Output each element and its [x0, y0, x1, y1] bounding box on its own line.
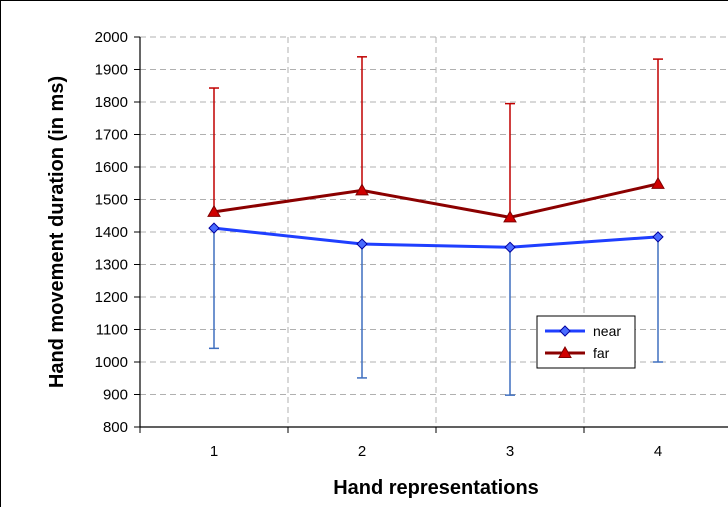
data-point-far	[207, 204, 221, 217]
y-tick-label: 1700	[95, 127, 128, 144]
x-tick-label: 3	[506, 443, 514, 460]
x-tick-label: 1	[210, 443, 218, 460]
legend-box	[536, 315, 636, 369]
legend-swatch-marker	[558, 345, 572, 358]
data-point-far	[355, 183, 369, 196]
legend-label: near	[593, 323, 621, 339]
y-tick-label: 1900	[95, 62, 128, 79]
x-axis-ticks: 1 2 3 4	[139, 427, 662, 460]
series-lines	[213, 182, 659, 249]
data-point-near	[356, 238, 368, 250]
y-axis-title: Hand movement duration (in ms)	[46, 76, 68, 388]
y-tick-label: 1600	[95, 159, 128, 176]
legend-swatch-marker	[559, 325, 571, 337]
data-point-near	[208, 222, 220, 234]
y-tick-label: 1500	[95, 192, 128, 209]
y-tick-label: 1400	[95, 224, 128, 241]
series-line-far	[213, 182, 659, 219]
data-point-far	[503, 210, 517, 223]
data-point-far	[651, 176, 665, 189]
y-tick-label: 800	[103, 419, 128, 436]
series-markers	[207, 176, 665, 253]
y-tick-label: 1800	[95, 94, 128, 111]
x-tick-label: 4	[654, 443, 662, 460]
y-tick-label: 1000	[95, 354, 128, 371]
data-point-near	[652, 231, 664, 243]
y-tick-label: 1300	[95, 257, 128, 274]
y-tick-label: 2000	[95, 29, 128, 46]
x-tick-label: 2	[358, 443, 366, 460]
x-axis-title: Hand representations	[333, 477, 539, 499]
legend-label: far	[593, 345, 610, 361]
y-tick-label: 1100	[96, 322, 128, 339]
legend: near far	[536, 315, 636, 369]
data-point-near	[504, 241, 516, 253]
y-axis-ticks: 800 900 1000 1100 1200 1300 1400 1500 1600 1700 18…	[95, 29, 140, 436]
error-bars	[209, 56, 663, 396]
series-line-near	[213, 226, 659, 249]
y-tick-label: 900	[103, 387, 128, 404]
y-tick-label: 1200	[95, 289, 128, 306]
